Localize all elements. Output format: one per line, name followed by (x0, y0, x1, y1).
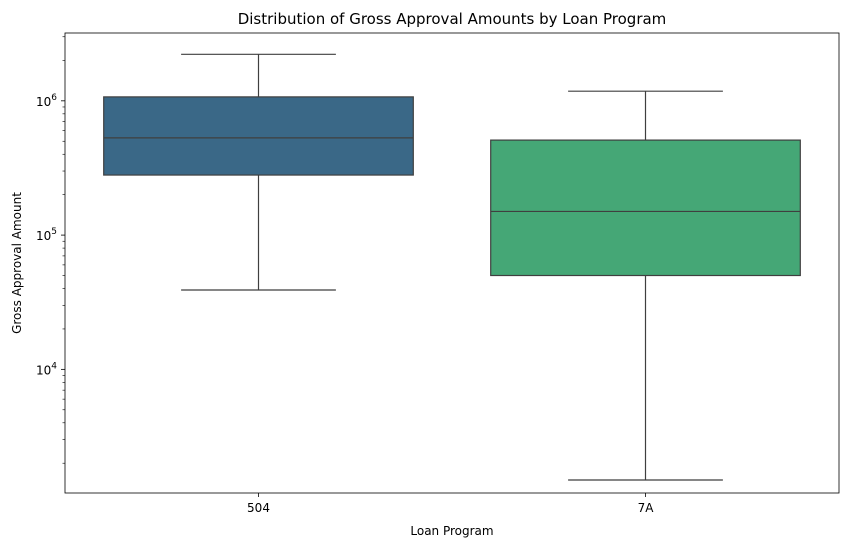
chart-title: Distribution of Gross Approval Amounts b… (238, 10, 667, 28)
iqr-box (490, 139, 801, 277)
box-7A (490, 90, 801, 481)
x-tick-label: 7A (638, 501, 655, 515)
iqr-box (103, 96, 414, 176)
plot-area (103, 53, 801, 481)
x-tick-label: 504 (247, 501, 270, 515)
y-axis: 104 105 106 (36, 36, 65, 464)
y-tick-label: 105 (36, 227, 57, 243)
box-504 (103, 53, 414, 291)
x-axis-label: Loan Program (410, 524, 493, 538)
plot-frame (64, 32, 840, 494)
y-tick-label: 104 (36, 361, 57, 377)
x-axis: 504 7A (247, 493, 654, 515)
y-tick-label: 106 (36, 93, 57, 109)
y-axis-label: Gross Approval Amount (10, 192, 24, 334)
